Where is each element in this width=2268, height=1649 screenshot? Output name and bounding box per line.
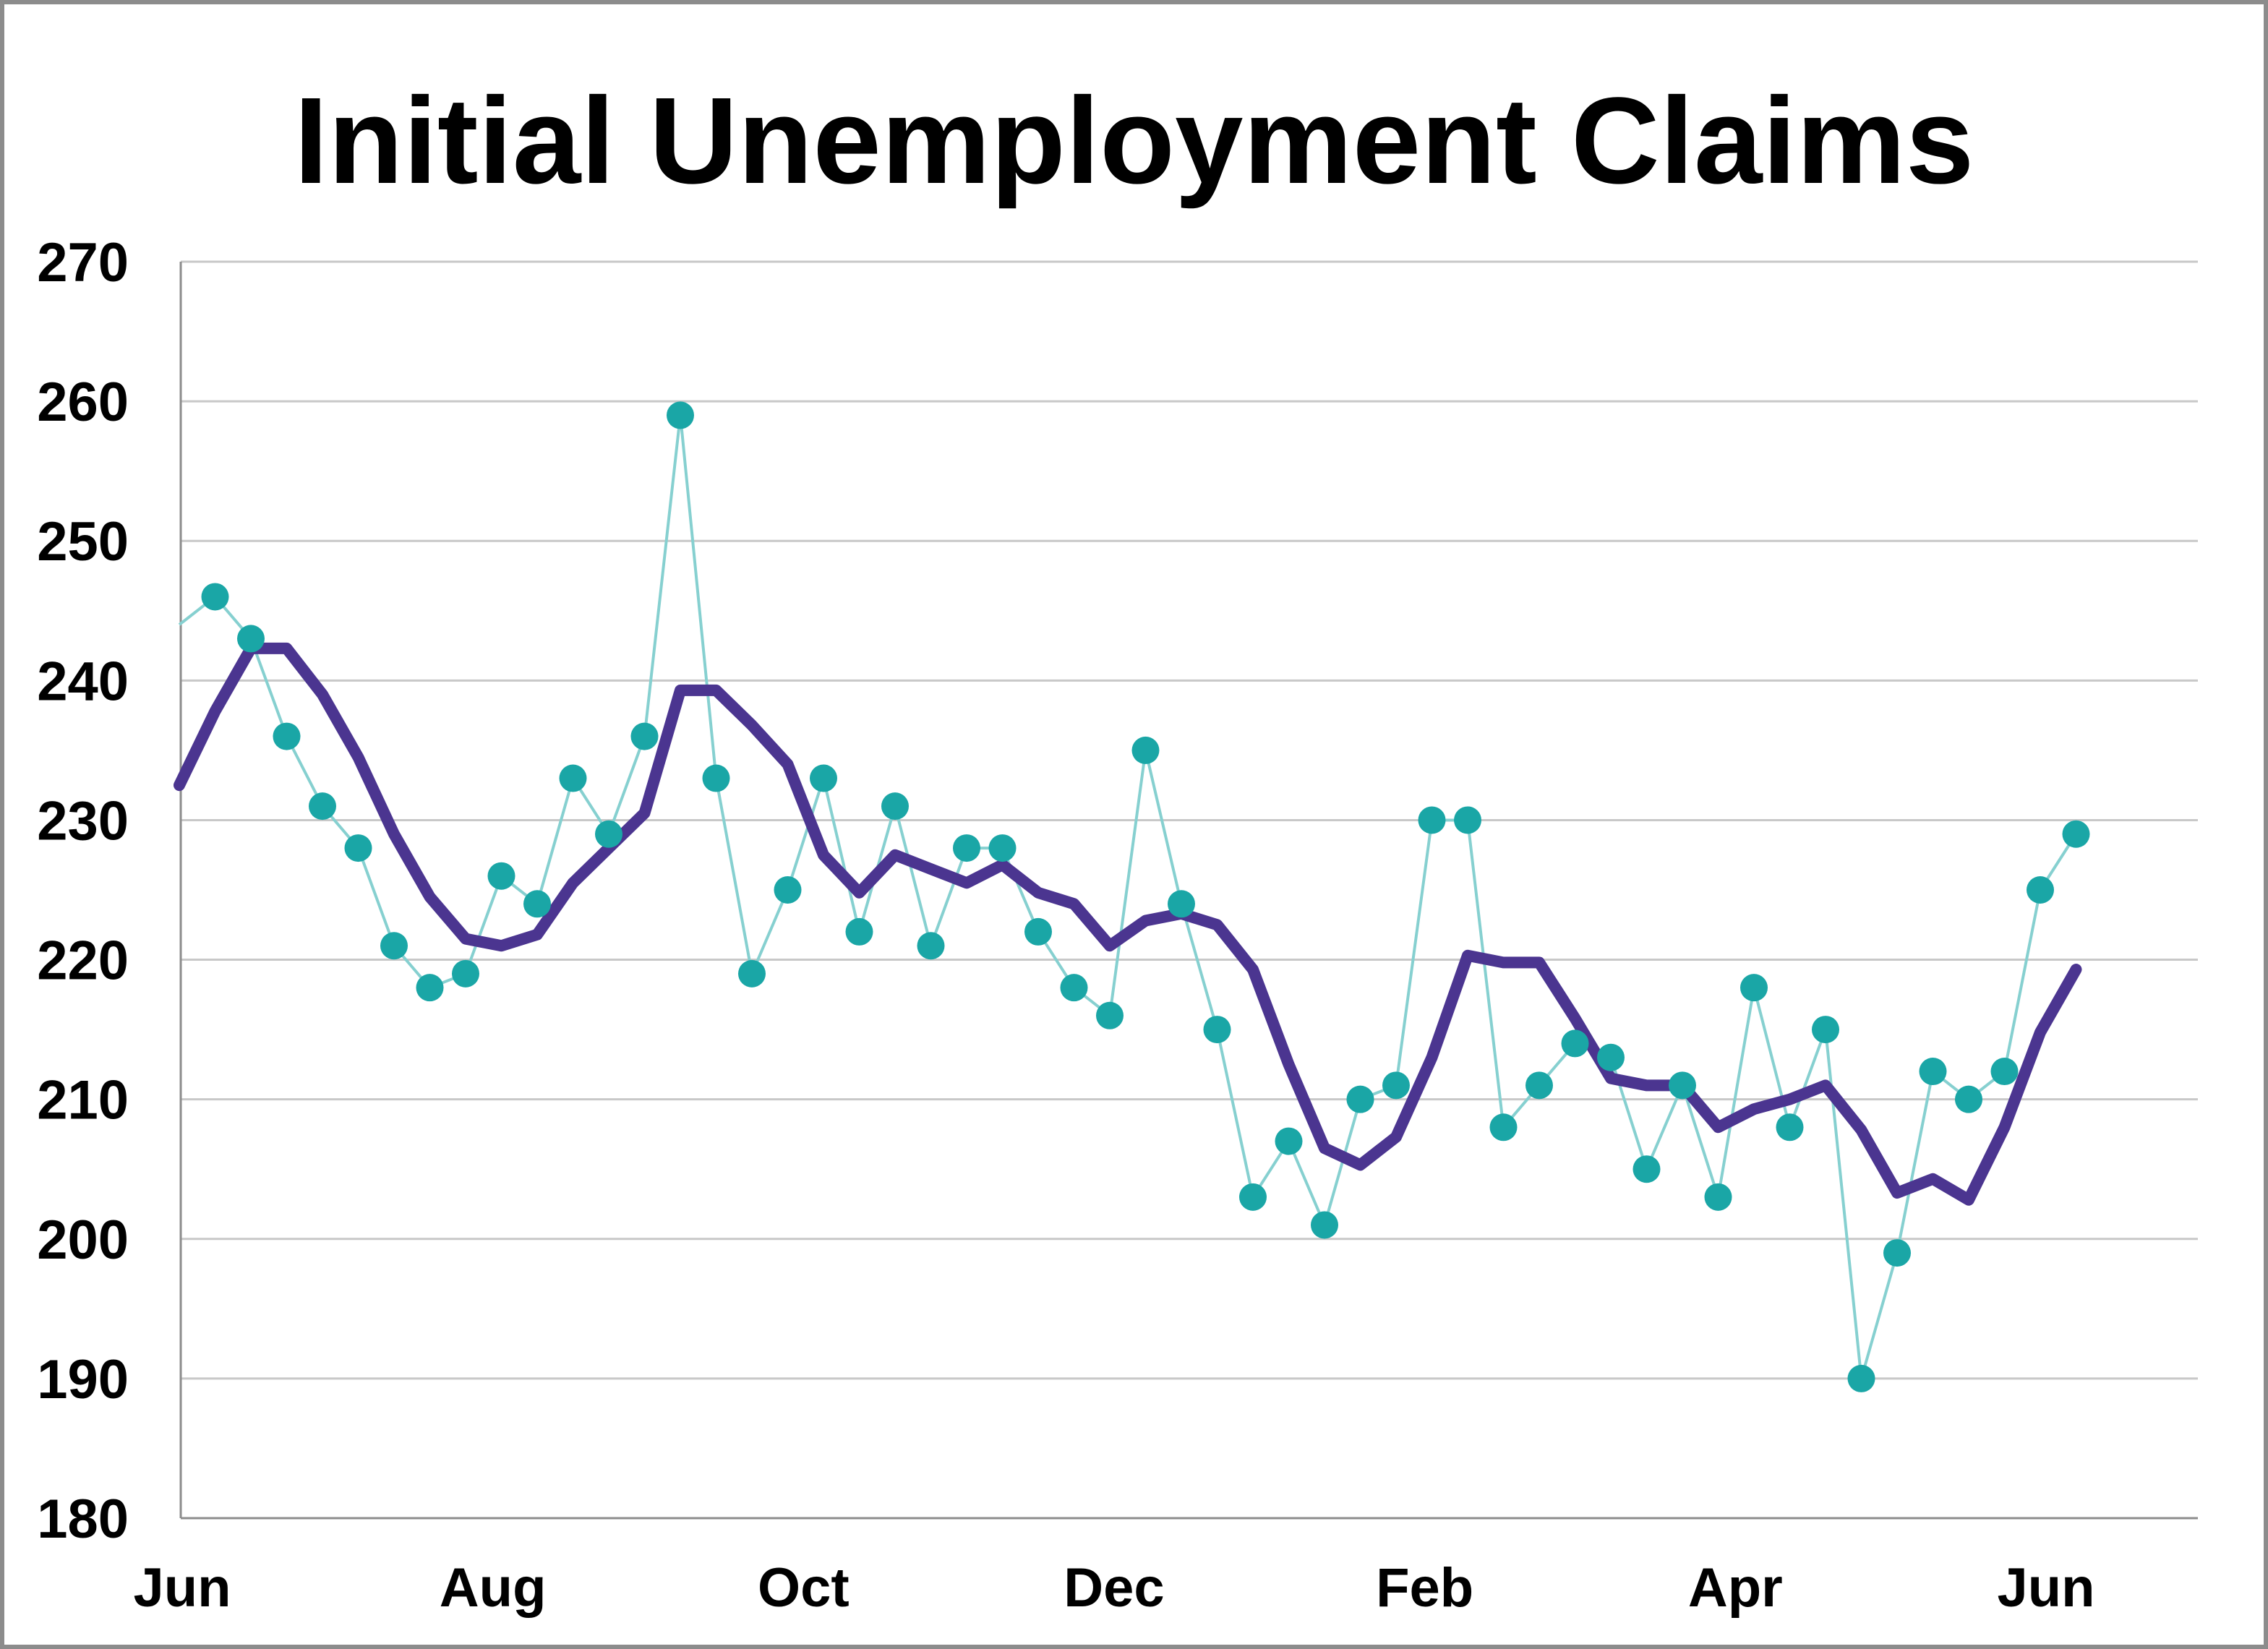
weekly-claims-point [2027, 876, 2054, 904]
weekly-claims-point [380, 932, 408, 960]
weekly-claims-point [416, 974, 444, 1002]
weekly-claims-point [881, 792, 909, 821]
weekly-claims-point [1311, 1211, 1338, 1239]
weekly-claims-point [1632, 1155, 1661, 1183]
weekly-claims-point [523, 890, 551, 918]
weekly-claims-point [917, 932, 945, 960]
weekly-claims-point [1239, 1183, 1267, 1211]
weekly-claims-point [2062, 820, 2090, 848]
weekly-claims-point [309, 792, 336, 821]
x-tick-label: Jun [1997, 1557, 2094, 1619]
weekly-claims-point [201, 583, 229, 611]
weekly-claims-point [810, 764, 837, 792]
weekly-claims-point [1955, 1085, 1982, 1113]
weekly-claims-point [1489, 1113, 1518, 1142]
average-claims-line [174, 642, 2082, 1206]
weekly-claims-point [1418, 806, 1446, 834]
weekly-claims-point [487, 862, 515, 890]
weekly-claims-point [1203, 1016, 1231, 1044]
weekly-claims-point [630, 722, 659, 750]
x-tick-label: Aug [440, 1557, 547, 1619]
weekly-claims-point [738, 959, 766, 988]
weekly-claims-point [1883, 1239, 1911, 1267]
weekly-claims-point [845, 917, 873, 946]
weekly-claims-point [1561, 1029, 1589, 1058]
y-tick-label: 190 [37, 1349, 129, 1410]
weekly-claims-point [595, 820, 622, 848]
weekly-claims-point [774, 876, 802, 904]
weekly-claims-point [953, 834, 980, 862]
weekly-claims-point [237, 625, 265, 653]
weekly-claims-point [1597, 1043, 1625, 1071]
y-tick-label: 220 [37, 930, 129, 992]
weekly-claims-point [702, 764, 730, 792]
weekly-claims-point [1346, 1085, 1374, 1113]
weekly-claims-point [1525, 1071, 1553, 1100]
weekly-claims-point [1454, 806, 1481, 834]
x-tick-label: Dec [1064, 1557, 1164, 1619]
x-tick-label: Apr [1688, 1557, 1783, 1619]
weekly-claims-point [1776, 1113, 1804, 1142]
weekly-claims-point [452, 959, 479, 988]
weekly-claims-point [667, 401, 694, 429]
y-tick-label: 240 [37, 651, 129, 712]
weekly-claims-point [1669, 1071, 1696, 1100]
y-tick-label: 260 [37, 372, 129, 433]
weekly-claims-point [344, 834, 372, 862]
weekly-claims-point [1382, 1071, 1410, 1100]
weekly-claims-point [1024, 917, 1052, 946]
y-tick-label: 180 [37, 1489, 129, 1550]
weekly-claims-point [1275, 1127, 1303, 1155]
y-tick-label: 270 [37, 232, 129, 294]
weekly-claims-point [1847, 1364, 1875, 1392]
x-tick-label: Oct [758, 1557, 850, 1619]
weekly-claims-point [1060, 974, 1088, 1002]
x-tick-label: Feb [1376, 1557, 1473, 1619]
y-tick-label: 250 [37, 511, 129, 573]
y-tick-label: 230 [37, 790, 129, 852]
weekly-claims-point [1704, 1183, 1732, 1211]
weekly-claims-point [273, 722, 301, 750]
weekly-claims-point [1131, 736, 1160, 764]
y-tick-label: 210 [37, 1070, 129, 1131]
weekly-claims-line [178, 414, 2078, 1380]
weekly-claims-point [1168, 890, 1195, 918]
weekly-claims-point [1096, 1001, 1124, 1029]
weekly-claims-point [1812, 1016, 1839, 1044]
chart-title: Initial Unemployment Claims [294, 72, 1974, 210]
weekly-claims-point [1919, 1058, 1947, 1086]
x-tick-label: Jun [133, 1557, 231, 1619]
y-tick-label: 200 [37, 1209, 129, 1271]
weekly-claims-point [1740, 974, 1768, 1002]
weekly-claims-point [1990, 1058, 2019, 1086]
weekly-claims-point [559, 764, 587, 792]
weekly-claims-point [988, 834, 1017, 862]
